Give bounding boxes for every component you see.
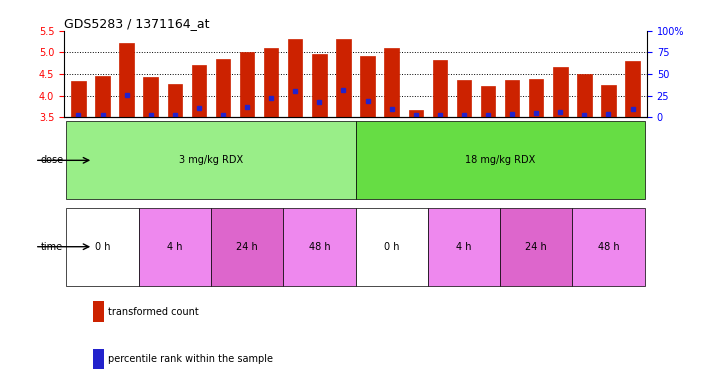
Text: 24 h: 24 h — [525, 242, 547, 252]
Bar — [360, 56, 375, 117]
FancyBboxPatch shape — [211, 208, 283, 286]
Bar — [529, 79, 543, 117]
FancyBboxPatch shape — [66, 121, 356, 199]
Bar — [626, 61, 640, 117]
Text: 3 mg/kg RDX: 3 mg/kg RDX — [179, 155, 243, 166]
FancyBboxPatch shape — [572, 208, 645, 286]
FancyBboxPatch shape — [139, 208, 211, 286]
Text: time: time — [41, 242, 63, 252]
Text: 24 h: 24 h — [236, 242, 258, 252]
Text: 48 h: 48 h — [309, 242, 330, 252]
Bar — [481, 86, 496, 117]
Bar — [264, 48, 279, 117]
Bar — [93, 349, 104, 369]
Text: 0 h: 0 h — [95, 242, 110, 252]
Bar — [71, 81, 85, 117]
Bar — [312, 54, 326, 117]
Bar — [602, 85, 616, 117]
Text: 18 mg/kg RDX: 18 mg/kg RDX — [465, 155, 535, 166]
Bar — [553, 67, 567, 117]
Bar — [385, 48, 399, 117]
Text: 4 h: 4 h — [167, 242, 183, 252]
Bar — [456, 80, 471, 117]
Text: dose: dose — [40, 155, 63, 166]
FancyBboxPatch shape — [66, 208, 139, 286]
FancyBboxPatch shape — [356, 121, 645, 199]
Text: 4 h: 4 h — [456, 242, 471, 252]
Text: 48 h: 48 h — [598, 242, 619, 252]
FancyBboxPatch shape — [283, 208, 356, 286]
Bar — [336, 40, 351, 117]
FancyBboxPatch shape — [356, 208, 428, 286]
Text: transformed count: transformed count — [108, 306, 198, 316]
Text: 0 h: 0 h — [384, 242, 400, 252]
Text: percentile rank within the sample: percentile rank within the sample — [108, 354, 273, 364]
Bar — [409, 110, 423, 117]
Bar — [240, 52, 255, 117]
Bar — [95, 76, 109, 117]
Bar — [432, 60, 447, 117]
Bar — [93, 301, 104, 322]
Bar — [215, 59, 230, 117]
Text: GDS5283 / 1371164_at: GDS5283 / 1371164_at — [64, 17, 210, 30]
Bar — [168, 84, 182, 117]
Bar — [144, 76, 158, 117]
Bar — [505, 79, 519, 117]
FancyBboxPatch shape — [500, 208, 572, 286]
FancyBboxPatch shape — [428, 208, 500, 286]
Bar — [192, 65, 206, 117]
Bar — [288, 40, 302, 117]
Bar — [577, 74, 592, 117]
Bar — [119, 43, 134, 117]
